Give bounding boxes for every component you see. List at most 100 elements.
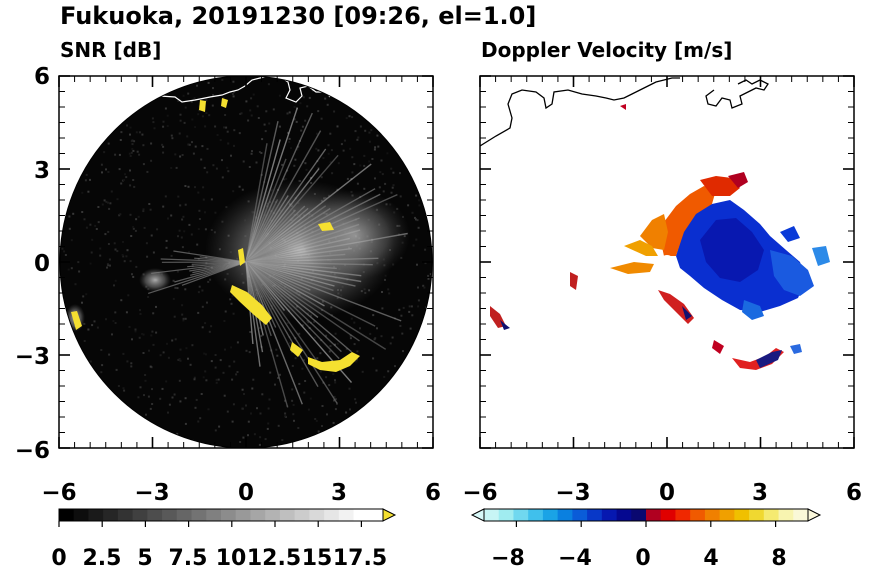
speckle-dot bbox=[203, 352, 206, 355]
speckle-dot bbox=[182, 317, 185, 320]
speckle-dot bbox=[217, 378, 220, 381]
doppler-colorbar-label: 8 bbox=[771, 546, 786, 570]
colorbar-swatch bbox=[704, 509, 721, 521]
speckle-dot bbox=[387, 288, 390, 291]
speckle-dot bbox=[285, 178, 288, 180]
speckle-dot bbox=[351, 156, 354, 159]
speckle-dot bbox=[159, 397, 162, 400]
speckle-dot bbox=[333, 399, 335, 402]
speckle-dot bbox=[74, 283, 77, 286]
speckle-dot bbox=[187, 357, 189, 360]
speckle-dot bbox=[261, 393, 264, 396]
speckle-dot bbox=[179, 400, 182, 403]
speckle-dot bbox=[227, 142, 230, 145]
snr-y-tick-label: −6 bbox=[15, 438, 50, 464]
speckle-dot bbox=[206, 301, 208, 304]
speckle-dot bbox=[133, 185, 136, 188]
speckle-dot bbox=[151, 403, 154, 405]
colorbar-swatch bbox=[59, 509, 75, 521]
speckle-dot bbox=[221, 159, 223, 162]
speckle-dot bbox=[319, 370, 322, 373]
speckle-dot bbox=[81, 191, 84, 194]
speckle-dot bbox=[231, 93, 234, 95]
colorbar-swatch bbox=[265, 509, 281, 521]
speckle-dot bbox=[194, 126, 197, 129]
colorbar-swatch bbox=[73, 509, 89, 521]
speckle-dot bbox=[231, 420, 234, 423]
speckle-dot bbox=[394, 365, 396, 368]
speckle-dot bbox=[333, 110, 336, 113]
speckle-dot bbox=[184, 317, 187, 320]
speckle-dot bbox=[109, 264, 111, 267]
speckle-dot bbox=[85, 226, 88, 229]
speckle-dot bbox=[222, 97, 225, 100]
speckle-dot bbox=[83, 340, 86, 342]
speckle-dot bbox=[399, 195, 402, 198]
speckle-dot bbox=[150, 334, 153, 337]
speckle-dot bbox=[260, 334, 263, 337]
speckle-dot bbox=[188, 223, 191, 226]
speckle-dot bbox=[316, 132, 318, 135]
speckle-dot bbox=[135, 131, 138, 134]
snr-colorbar-label: 0 bbox=[51, 546, 66, 570]
speckle-dot bbox=[178, 358, 181, 361]
speckle-dot bbox=[231, 378, 234, 381]
speckle-dot bbox=[210, 360, 213, 363]
speckle-dot bbox=[146, 255, 149, 258]
speckle-dot bbox=[408, 310, 411, 313]
doppler-coastline bbox=[480, 77, 769, 147]
snr-west-echo bbox=[139, 268, 171, 292]
speckle-dot bbox=[349, 147, 352, 150]
colorbar-swatch bbox=[147, 509, 163, 521]
speckle-dot bbox=[132, 149, 135, 152]
speckle-dot bbox=[346, 177, 349, 180]
speckle-dot bbox=[368, 160, 371, 163]
speckle-dot bbox=[278, 373, 281, 376]
speckle-dot bbox=[380, 335, 383, 338]
speckle-dot bbox=[344, 139, 346, 142]
speckle-dot bbox=[108, 353, 111, 356]
speckle-dot bbox=[372, 357, 375, 360]
speckle-dot bbox=[165, 380, 168, 383]
speckle-dot bbox=[216, 134, 219, 136]
speckle-dot bbox=[251, 150, 253, 153]
speckle-dot bbox=[201, 305, 204, 308]
speckle-dot bbox=[78, 270, 81, 273]
speckle-dot bbox=[389, 342, 392, 345]
speckle-dot bbox=[125, 176, 128, 179]
colorbar-swatch bbox=[646, 509, 662, 521]
speckle-dot bbox=[116, 250, 119, 253]
snr-y-tick-label: 3 bbox=[34, 158, 50, 184]
speckle-dot bbox=[317, 430, 320, 433]
speckle-dot bbox=[308, 96, 311, 99]
speckle-dot bbox=[267, 83, 270, 86]
speckle-dot bbox=[107, 171, 110, 173]
speckle-dot bbox=[328, 384, 331, 387]
speckle-dot bbox=[266, 427, 269, 430]
colorbar-swatch bbox=[719, 509, 735, 521]
speckle-dot bbox=[281, 439, 284, 442]
speckle-dot bbox=[82, 295, 85, 298]
snr-x-tick-labels: −6 −3 0 3 6 bbox=[41, 480, 441, 506]
speckle-dot bbox=[235, 373, 238, 376]
speckle-dot bbox=[354, 360, 357, 363]
speckle-dot bbox=[91, 238, 94, 241]
doppler-colorbar-ticks bbox=[515, 521, 777, 527]
speckle-dot bbox=[337, 162, 340, 165]
speckle-dot bbox=[331, 172, 334, 175]
speckle-dot bbox=[146, 170, 149, 173]
speckle-dot bbox=[219, 359, 222, 362]
speckle-dot bbox=[174, 286, 177, 289]
speckle-dot bbox=[183, 230, 186, 233]
speckle-dot bbox=[162, 120, 165, 123]
snr-colorbar-label: 17.5 bbox=[333, 546, 387, 570]
speckle-dot bbox=[242, 160, 245, 163]
speckle-dot bbox=[89, 178, 91, 181]
speckle-dot bbox=[328, 350, 331, 353]
speckle-dot bbox=[172, 297, 175, 300]
speckle-dot bbox=[191, 118, 194, 121]
speckle-dot bbox=[145, 413, 147, 416]
snr-y-tick-label: 6 bbox=[34, 64, 50, 90]
speckle-dot bbox=[131, 139, 134, 142]
speckle-dot bbox=[399, 324, 402, 327]
